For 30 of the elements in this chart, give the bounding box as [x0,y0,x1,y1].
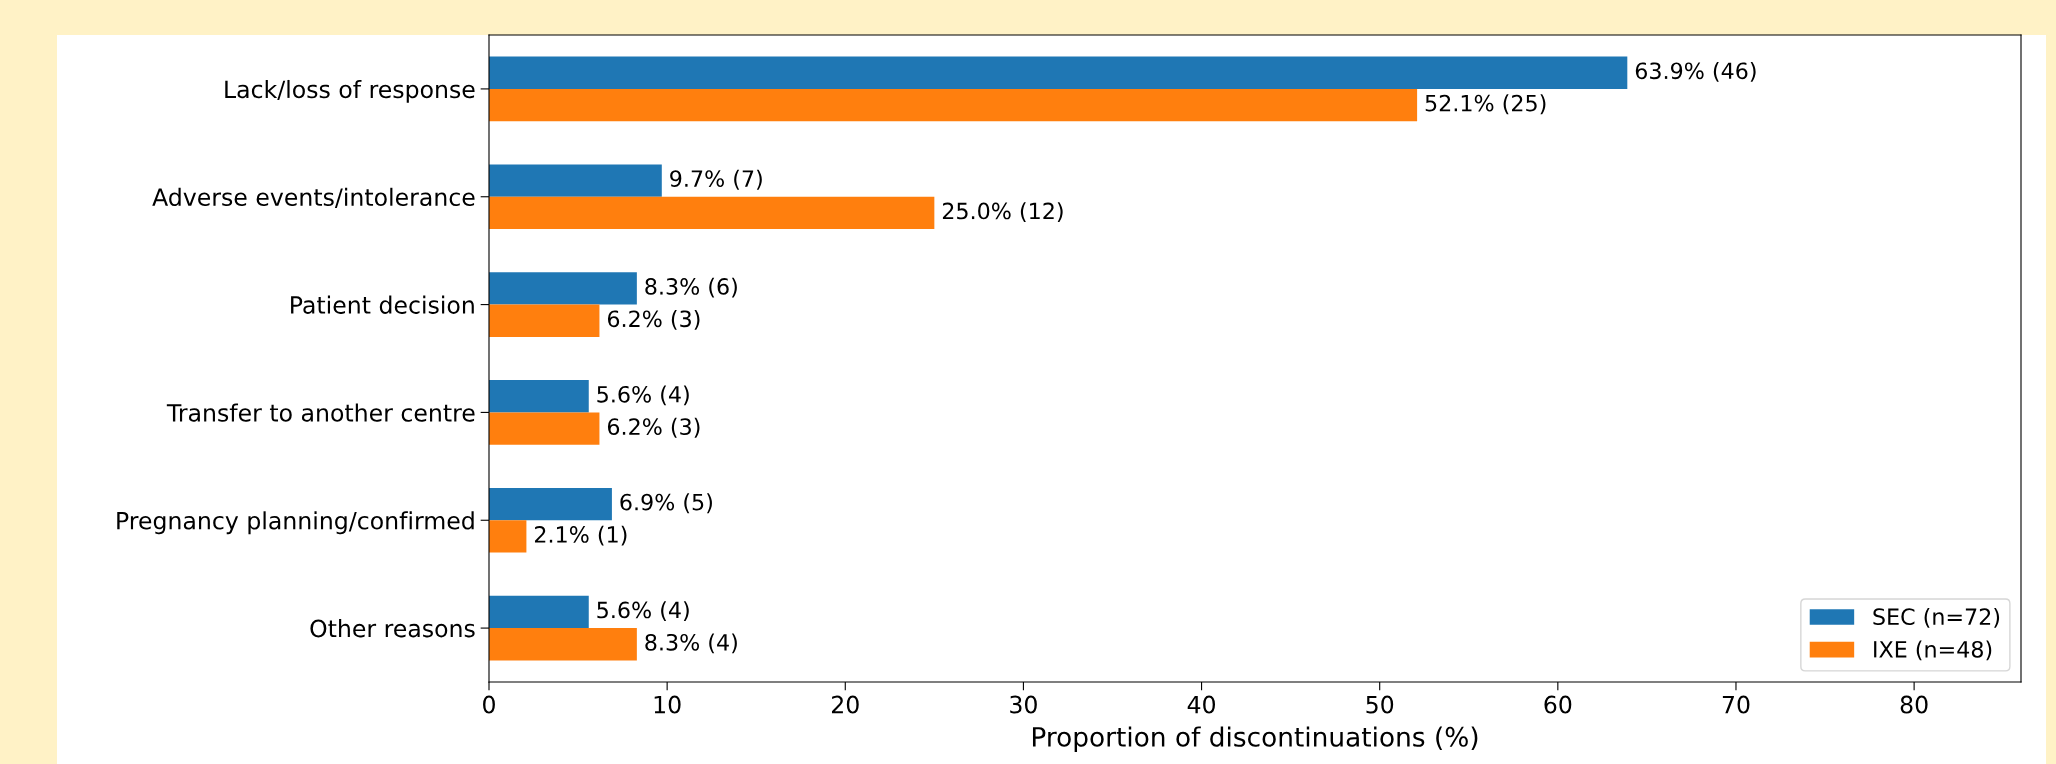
data-label: 25.0% (12) [942,202,1063,222]
data-label: 6.9% (5) [620,493,712,514]
legend-label: SEC (n=72) [1873,607,2000,628]
x-tick-label: 40 [1187,695,1216,714]
data-label: 9.7% (7) [670,169,762,190]
x-axis-title: Proportion of discontinuations (%) [1032,726,1478,752]
data-label: 52.1% (25) [1425,94,1546,115]
x-tick-label: 70 [1722,695,1750,714]
x-tick-label: 20 [831,695,859,714]
x-tick-label: 60 [1544,695,1572,714]
data-label: 8.3% (6) [645,277,737,298]
x-tick-label: 30 [1010,695,1037,714]
y-tick-label: Transfer to another centre [166,403,475,422]
x-tick-label: 50 [1366,695,1394,714]
x-tick-label: 10 [654,695,681,714]
y-tick-label: Patient decision [291,295,474,314]
data-label: 63.9% (46) [1635,62,1756,82]
data-label: 6.2% (3) [607,310,700,330]
y-tick-label: Other reasons [310,619,475,638]
data-label: 6.2% (3) [607,417,700,438]
legend-label: IXE (n=48) [1874,640,1992,661]
y-tick-label: Lack/loss of response [225,79,475,103]
data-label: 5.6% (4) [597,385,689,406]
data-label: 2.1% (1) [534,525,627,546]
y-tick-label: Adverse events/intolerance [152,187,475,208]
x-tick-label: 0 [483,695,495,714]
data-label: 5.6% (4) [597,601,689,621]
data-label: 8.3% (4) [645,633,737,654]
y-tick-label: Pregnancy planning/confirmed [117,511,474,535]
x-tick-label: 80 [1900,695,1928,714]
